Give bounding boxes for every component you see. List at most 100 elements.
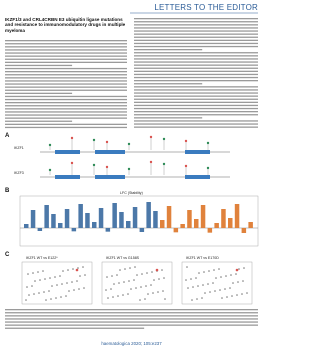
text-line: [5, 83, 127, 85]
text-line: [134, 67, 258, 69]
point: [207, 283, 209, 285]
footer: haematologica 2020; 105:e237: [101, 341, 162, 346]
lollipop-head: [149, 160, 153, 164]
lollipop-head: [206, 141, 210, 145]
point: [221, 297, 223, 299]
point: [161, 269, 163, 271]
point: [50, 298, 52, 300]
point: [79, 275, 81, 277]
panel-title: IKZF1 WT vs E122*: [26, 256, 58, 260]
point: [135, 287, 137, 289]
text-line: [134, 107, 258, 110]
text-line: [5, 98, 127, 101]
plot-frame: [181, 261, 253, 305]
point: [198, 272, 200, 274]
text-line: [134, 64, 258, 66]
bar: [132, 207, 138, 228]
lollipop-head: [149, 135, 153, 139]
point: [67, 269, 69, 271]
panel-label: A: [5, 133, 10, 139]
point: [129, 267, 131, 269]
point: [219, 289, 221, 291]
point: [226, 296, 228, 298]
point: [111, 275, 113, 277]
point: [25, 299, 27, 301]
point: [134, 266, 136, 268]
bar: [24, 224, 29, 228]
point: [145, 285, 147, 287]
bar: [71, 228, 77, 232]
text-line: [134, 73, 258, 76]
bar: [98, 208, 104, 228]
bar: [234, 204, 240, 228]
point: [73, 289, 75, 291]
text-line: [134, 21, 258, 23]
point: [140, 286, 142, 288]
lollipop-head: [206, 166, 210, 170]
text-line: [134, 33, 258, 35]
bar: [85, 213, 90, 228]
point: [107, 297, 109, 299]
point: [208, 270, 210, 272]
text-line: [5, 324, 258, 326]
text-line: [134, 111, 258, 113]
point: [237, 281, 239, 283]
point: [54, 276, 56, 278]
text-line: [134, 39, 258, 41]
point: [246, 292, 248, 294]
bar: [44, 205, 49, 228]
bar: [153, 211, 158, 228]
point: [49, 277, 51, 279]
point: [56, 284, 58, 286]
text-line: [5, 318, 258, 320]
panel-label: C: [5, 252, 10, 258]
point: [62, 270, 64, 272]
panel-frame: [19, 195, 259, 247]
point: [236, 294, 238, 296]
bar: [64, 209, 70, 228]
point: [225, 275, 227, 277]
point: [122, 294, 124, 296]
point: [123, 281, 125, 283]
text-line: [5, 74, 127, 76]
point: [133, 279, 135, 281]
domain: [95, 150, 125, 154]
point: [232, 282, 234, 284]
text-line: [134, 92, 258, 94]
bar: [58, 223, 63, 228]
text-line: [134, 36, 258, 38]
text-line: [134, 86, 258, 88]
point: [212, 282, 214, 284]
text-line: [134, 83, 203, 85]
point: [151, 271, 153, 273]
bar: [180, 224, 185, 228]
text-line: [5, 108, 127, 110]
point: [71, 281, 73, 283]
point: [72, 268, 74, 270]
section-header: LETTERS TO THE EDITOR: [154, 3, 258, 12]
point: [238, 268, 240, 270]
lollipop-head: [162, 162, 166, 166]
lollipop-head: [48, 168, 52, 172]
panel-title: IKZF1 WT vs G158S: [106, 256, 140, 260]
point: [83, 287, 85, 289]
domain: [55, 175, 80, 179]
point: [33, 293, 35, 295]
point: [150, 284, 152, 286]
lollipop-head: [184, 164, 188, 168]
point: [186, 266, 188, 268]
bar: [160, 220, 165, 228]
lollipop-head: [105, 165, 109, 169]
text-line: [134, 30, 258, 32]
point: [158, 278, 160, 280]
text-line: [134, 42, 258, 45]
panel-label: B: [5, 188, 10, 194]
text-line: [5, 111, 127, 113]
point: [59, 275, 61, 277]
point: [220, 276, 222, 278]
text-line: [134, 117, 203, 119]
text-line: [134, 58, 258, 60]
point: [204, 292, 206, 294]
text-line: [134, 24, 258, 26]
lollipop-head: [127, 167, 131, 171]
